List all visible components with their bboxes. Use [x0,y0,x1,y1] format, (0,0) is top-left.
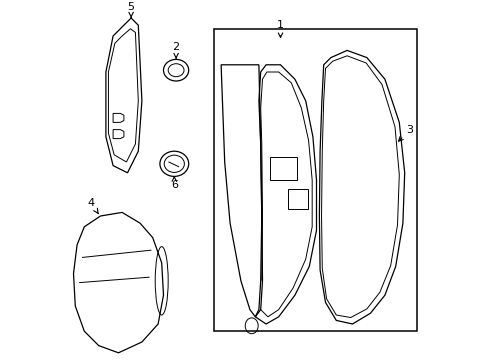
Text: 2: 2 [172,42,179,58]
Text: 6: 6 [170,177,178,190]
Text: 1: 1 [276,20,284,37]
Text: 5: 5 [127,2,134,18]
Text: 3: 3 [398,125,413,141]
Text: 4: 4 [88,198,98,213]
